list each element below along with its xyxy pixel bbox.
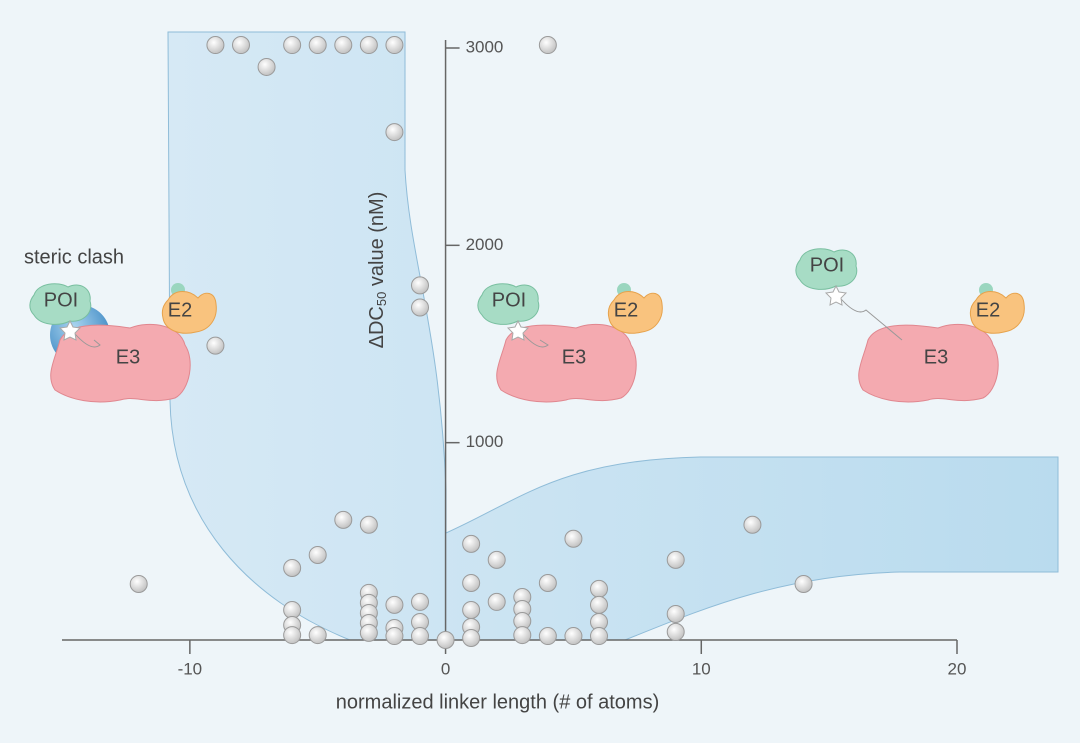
poi xyxy=(29,283,92,325)
data-point xyxy=(308,36,327,55)
x-tick-label: 0 xyxy=(441,659,450,678)
data-point xyxy=(462,601,481,620)
e3 xyxy=(496,323,637,403)
complex: E2 E3 POI xyxy=(477,283,663,403)
y-axis-label-part: value (nM) xyxy=(366,192,388,292)
points xyxy=(129,36,813,649)
data-point xyxy=(308,545,327,564)
data-point xyxy=(794,574,813,593)
star xyxy=(506,319,530,341)
data-point xyxy=(564,529,583,548)
e2-group: E2 xyxy=(161,283,217,334)
data-point xyxy=(206,36,225,55)
data-point xyxy=(411,298,429,317)
data-point xyxy=(359,36,378,55)
e2 xyxy=(161,291,217,334)
trend-band xyxy=(167,31,1059,641)
data-point xyxy=(385,123,404,142)
e3-label: E3 xyxy=(562,346,586,368)
data-point xyxy=(129,574,148,593)
data-point xyxy=(487,550,506,569)
complex: E2 E3 POI xyxy=(795,248,1025,403)
data-point xyxy=(385,627,404,646)
data-point xyxy=(334,510,353,529)
data-point xyxy=(359,515,378,534)
e2 xyxy=(607,291,663,334)
illustrations: E2 E3 POI steric clash E2 E3 POI E2 E3 POI xyxy=(24,246,1025,403)
x-axis-label: normalized linker length (# of atoms) xyxy=(336,691,659,713)
data-point xyxy=(411,276,429,295)
poi xyxy=(477,283,540,325)
y-tick-label: 2000 xyxy=(466,235,504,254)
data-point xyxy=(666,550,685,569)
data-point xyxy=(666,622,685,641)
poi xyxy=(795,248,858,290)
e2 xyxy=(969,291,1025,334)
caption: steric clash xyxy=(24,246,124,268)
y-tick-label: 3000 xyxy=(466,37,504,56)
e2-group: E2 xyxy=(607,283,663,334)
x-tick-label: 10 xyxy=(692,659,711,678)
y-axis-label-part: ΔDC xyxy=(366,306,388,348)
data-point xyxy=(666,604,685,623)
data-point xyxy=(232,36,250,55)
star xyxy=(58,319,82,341)
data-point xyxy=(385,595,404,614)
axes: -10 0 10 20 1000 2000 3000 normalized linker le… xyxy=(62,37,966,713)
data-point xyxy=(283,601,302,620)
y-tick-label: 1000 xyxy=(466,432,504,451)
data-point xyxy=(308,626,327,645)
data-point xyxy=(538,573,557,592)
e2-label: E2 xyxy=(976,299,1000,321)
star xyxy=(824,284,848,306)
data-point xyxy=(462,534,481,553)
data-point xyxy=(564,627,583,646)
e2-label: E2 xyxy=(168,299,192,321)
e3-label: E3 xyxy=(116,346,140,368)
data-point xyxy=(436,631,455,649)
data-point xyxy=(411,627,429,646)
data-point xyxy=(743,515,762,534)
poi-group: POI xyxy=(477,283,540,325)
data-point xyxy=(385,36,404,55)
data-point xyxy=(513,626,532,645)
data-point xyxy=(359,623,378,642)
data-point xyxy=(538,627,557,646)
data-point xyxy=(590,627,608,646)
e3 xyxy=(858,323,999,403)
poi-label: POI xyxy=(492,289,526,311)
data-point xyxy=(206,336,225,355)
data-point xyxy=(538,36,557,55)
y-axis-label-part: 50 xyxy=(374,292,389,306)
complex: E2 E3 POI steric clash xyxy=(24,246,217,403)
e2-label: E2 xyxy=(614,299,638,321)
data-point xyxy=(257,57,276,76)
e2-group: E2 xyxy=(969,283,1025,334)
data-point xyxy=(334,36,353,55)
poi-group: POI xyxy=(29,283,92,325)
data-point xyxy=(462,629,481,648)
data-point xyxy=(283,626,302,645)
poi-label: POI xyxy=(44,289,78,311)
y-axis-label: ΔDC50 value (nM) xyxy=(366,192,389,349)
data-point xyxy=(411,592,429,611)
x-tick-label: 20 xyxy=(948,659,967,678)
data-point xyxy=(590,595,608,614)
data-point xyxy=(283,558,302,577)
data-point xyxy=(590,579,608,598)
data-point xyxy=(462,573,481,592)
data-point xyxy=(487,592,506,611)
e3-label: E3 xyxy=(924,346,948,368)
poi-group: POI xyxy=(795,248,858,290)
poi-label: POI xyxy=(810,254,844,276)
data-point xyxy=(283,36,302,55)
x-tick-label: -10 xyxy=(178,659,203,678)
